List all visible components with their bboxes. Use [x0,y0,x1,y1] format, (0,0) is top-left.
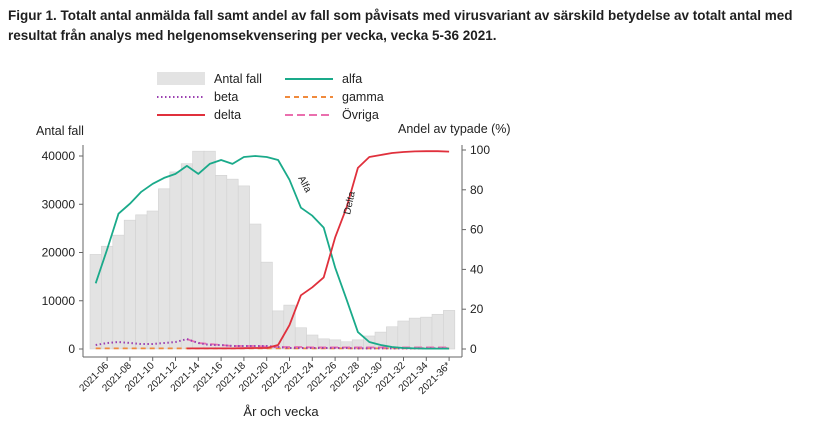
bar-antal-fall [260,261,273,350]
bar-antal-fall [397,320,410,350]
bar-antal-fall [203,150,216,350]
bar-antal-fall [215,175,228,350]
y-right-axis-title: Andel av typade (%) [398,122,511,136]
y-right-tick-label: 100 [470,143,490,157]
line-delta [186,150,450,350]
y-left-tick-label: 10000 [42,294,76,308]
bar-antal-fall [408,317,421,350]
legend-label: delta [214,108,241,122]
bar-antal-fall [112,234,125,350]
figure-title: Figur 1. Totalt antal anmälda fall samt … [8,8,793,43]
bar-antal-fall [420,316,433,350]
legend-label: Antal fall [214,72,262,86]
y-right-tick-label: 80 [470,183,484,197]
y-left-tick-label: 20000 [42,246,76,260]
line-alfa [94,155,450,350]
bar-antal-fall [123,219,136,350]
bar-antal-fall [169,171,182,350]
annotation-alfa: Alfa [295,174,313,195]
bar-antal-fall [283,304,296,350]
y-right-tick-label: 20 [470,302,484,316]
bar-antal-fall [431,313,444,350]
y-left-tick-label: 0 [68,342,75,356]
y-left-axis-title: Antal fall [36,124,84,138]
bar-antal-fall [146,210,159,350]
bar-antal-fall [237,185,250,350]
x-axis-title: År och vecka [243,404,319,419]
legend-label: beta [214,90,238,104]
bar-antal-fall [89,254,102,350]
legend-label: Övriga [342,108,379,122]
legend-label: alfa [342,72,362,86]
bar-antal-fall [443,310,456,350]
y-right-tick-label: 60 [470,223,484,237]
legend-label: gamma [342,90,384,104]
bar-antal-fall [249,223,262,350]
bar-antal-fall [294,327,307,350]
y-left-tick-label: 40000 [42,149,76,163]
y-right-tick-label: 0 [470,342,477,356]
y-left-tick-label: 30000 [42,197,76,211]
line-beta [95,338,450,350]
bar-antal-fall [180,163,193,350]
bar-antal-fall [226,178,239,350]
bar-antal-fall [192,150,205,350]
bar-antal-fall [135,214,148,350]
y-right-tick-label: 40 [470,262,484,276]
bar-antal-fall [158,188,171,350]
annotation-delta: Delta [342,190,358,216]
legend-swatch-antal-fall [157,72,205,85]
